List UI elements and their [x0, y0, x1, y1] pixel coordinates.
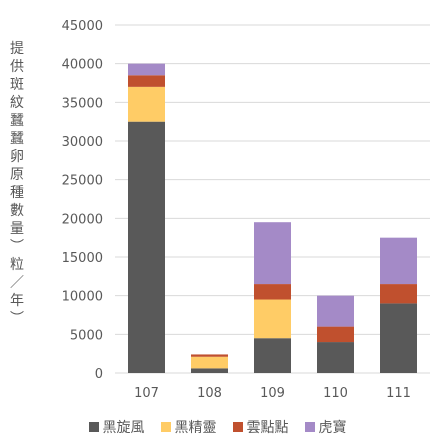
- legend-swatch: [88, 422, 99, 432]
- legend-label: 虎寶: [318, 420, 347, 436]
- legend-label: 雲點點: [246, 420, 289, 436]
- y-tick-label: 20000: [62, 212, 103, 227]
- legend-item: 黑旋風: [88, 417, 145, 437]
- x-tick-label: 109: [260, 386, 285, 401]
- y-tick-label: 25000: [62, 174, 103, 189]
- y-tick-label: 45000: [62, 19, 103, 34]
- bar-segment-107-4: [128, 63, 165, 76]
- y-tick-label: 30000: [62, 135, 103, 150]
- y-tick-label: 10000: [62, 290, 103, 305]
- bar-segment-110-3: [317, 326, 354, 343]
- bar-segment-107-3: [128, 75, 165, 87]
- bar-segment-110-4: [317, 295, 354, 327]
- y-tick-label: 35000: [62, 96, 103, 111]
- bar-segment-111-4: [380, 237, 417, 285]
- bar-segment-111-3: [380, 284, 417, 304]
- x-tick-label: 107: [134, 386, 159, 401]
- chart-legend: 黑旋風 黑精靈 雲點點 虎寶: [0, 417, 435, 437]
- legend-swatch: [160, 422, 171, 432]
- y-tick-label: 15000: [62, 251, 103, 266]
- bar-segment-108-3: [191, 354, 228, 357]
- bar-segment-108-2: [191, 356, 228, 369]
- legend-label: 黑旋風: [102, 420, 145, 436]
- y-tick-label: 0: [95, 367, 103, 382]
- bar-segment-109-3: [254, 284, 291, 300]
- bar-segment-109-4: [254, 222, 291, 285]
- legend-swatch: [232, 422, 243, 432]
- legend-swatch: [304, 422, 315, 432]
- bar-segment-110-1: [317, 342, 354, 373]
- bar-segment-107-1: [128, 121, 165, 374]
- bar-segment-109-2: [254, 299, 291, 339]
- x-tick-label: 111: [386, 386, 411, 401]
- y-axis-label: 提 供 斑 紋 蠶 蠶 卵 原 種 數 量 ︶ 粒 ／ 年 ︶: [10, 41, 24, 327]
- x-tick-label: 108: [197, 386, 222, 401]
- x-tick-label: 110: [323, 386, 348, 401]
- legend-item: 虎寶: [304, 417, 347, 437]
- legend-item: 雲點點: [232, 417, 289, 437]
- legend-label: 黑精靈: [174, 420, 217, 436]
- y-tick-label: 40000: [62, 58, 103, 73]
- bar-segment-108-1: [191, 368, 228, 373]
- bar-segment-111-1: [380, 303, 417, 373]
- bar-segment-109-1: [254, 338, 291, 373]
- legend-item: 黑精靈: [160, 417, 217, 437]
- y-tick-label: 5000: [70, 328, 103, 343]
- bar-segment-107-2: [128, 86, 165, 122]
